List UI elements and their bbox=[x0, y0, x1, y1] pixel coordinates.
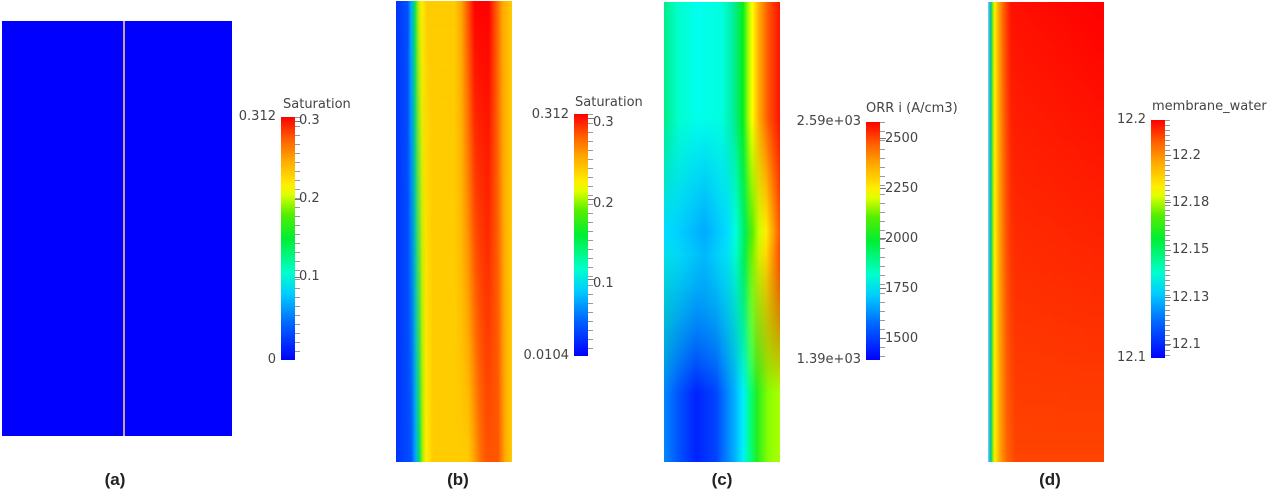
tick-label: 2500 bbox=[885, 131, 919, 146]
colorbar-gradient bbox=[574, 114, 594, 356]
minor-ticks bbox=[588, 114, 593, 356]
tick-label: 12.1 bbox=[1172, 337, 1201, 352]
colorbar-gradient bbox=[281, 117, 301, 360]
panel-label-c: (c) bbox=[711, 470, 733, 489]
tick-label: 0.3 bbox=[593, 115, 614, 130]
minor-ticks bbox=[295, 117, 300, 360]
max-label: 2.59e+03 bbox=[796, 114, 861, 129]
min-label: 12.1 bbox=[1117, 350, 1146, 365]
tick-label: 0.2 bbox=[593, 196, 614, 211]
max-label: 0.312 bbox=[238, 109, 276, 124]
colorbar-title: membrane_water bbox=[1152, 99, 1267, 114]
colorbar-title: Saturation bbox=[283, 97, 351, 112]
tick-label: 0.1 bbox=[593, 276, 614, 291]
tick-label: 2250 bbox=[885, 181, 919, 196]
min-label: 1.39e+03 bbox=[796, 352, 861, 367]
tick-label: 1750 bbox=[885, 281, 919, 296]
center-line bbox=[123, 21, 125, 436]
field-bottom-layer bbox=[664, 2, 780, 462]
minor-ticks bbox=[880, 122, 885, 360]
tick-label: 1500 bbox=[885, 331, 919, 346]
min-label: 0 bbox=[267, 352, 276, 367]
panel-label-d: (d) bbox=[1039, 470, 1061, 489]
colorbar-gradient bbox=[866, 122, 886, 360]
min-label: 0.0104 bbox=[523, 348, 570, 363]
tick-label: 12.13 bbox=[1172, 290, 1210, 305]
tick-label: 12.2 bbox=[1172, 148, 1201, 163]
colorbar-title: Saturation bbox=[575, 95, 643, 110]
field-bottom-layer bbox=[396, 1, 512, 462]
tick-label: 0.3 bbox=[299, 113, 320, 128]
tick-label: 2000 bbox=[885, 231, 919, 246]
field-bottom-layer bbox=[988, 2, 1104, 462]
heatmap-panel-d bbox=[988, 2, 1104, 462]
panel-label-b: (b) bbox=[447, 470, 469, 489]
tick-label: 12.18 bbox=[1172, 195, 1210, 210]
tick-label: 12.15 bbox=[1172, 242, 1210, 257]
tick-label: 0.1 bbox=[299, 269, 320, 284]
max-label: 0.312 bbox=[531, 107, 569, 122]
max-label: 12.2 bbox=[1117, 112, 1146, 127]
heatmap-panel-c bbox=[664, 2, 780, 462]
heatmap-panel-b bbox=[396, 1, 512, 462]
colorbar-title: ORR i (A/cm3) bbox=[866, 101, 958, 116]
heatmap-panel-a bbox=[2, 21, 232, 436]
colorbar-gradient bbox=[1151, 120, 1171, 358]
tick-label: 0.2 bbox=[299, 191, 320, 206]
minor-ticks bbox=[1165, 120, 1170, 358]
panel-label-a: (a) bbox=[104, 470, 126, 489]
